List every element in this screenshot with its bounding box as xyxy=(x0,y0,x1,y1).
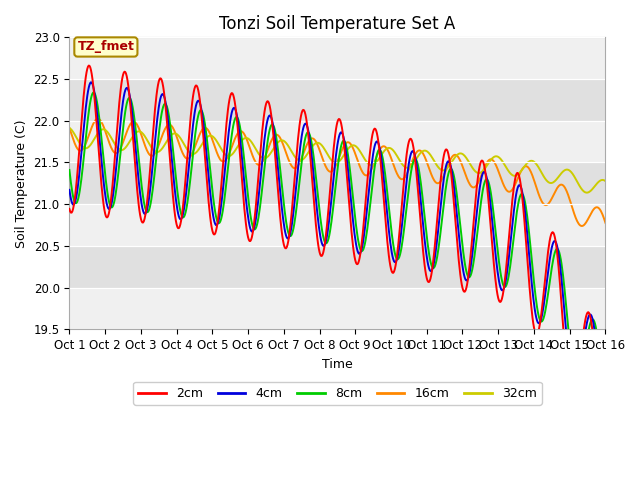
Legend: 2cm, 4cm, 8cm, 16cm, 32cm: 2cm, 4cm, 8cm, 16cm, 32cm xyxy=(133,382,541,405)
X-axis label: Time: Time xyxy=(322,358,353,371)
Text: TZ_fmet: TZ_fmet xyxy=(77,40,134,53)
Bar xyxy=(69,288,605,329)
Bar xyxy=(69,37,605,79)
Bar xyxy=(69,163,605,204)
Bar xyxy=(69,246,605,288)
Bar xyxy=(69,121,605,163)
Bar xyxy=(69,204,605,246)
Y-axis label: Soil Temperature (C): Soil Temperature (C) xyxy=(15,119,28,248)
Bar xyxy=(69,79,605,121)
Title: Tonzi Soil Temperature Set A: Tonzi Soil Temperature Set A xyxy=(220,15,456,33)
